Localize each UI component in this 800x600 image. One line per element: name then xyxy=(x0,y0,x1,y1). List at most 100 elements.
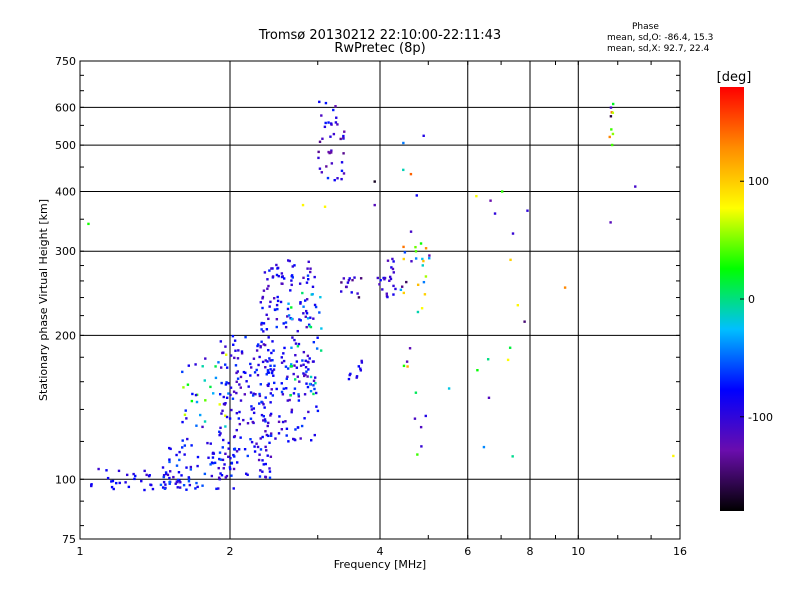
echo-point xyxy=(295,360,299,363)
echo-point xyxy=(271,275,275,278)
echo-point xyxy=(188,483,192,487)
echo-point xyxy=(348,277,351,280)
echo-point xyxy=(250,440,254,444)
echo-point xyxy=(262,343,265,346)
echo-point xyxy=(105,469,108,472)
echo-point xyxy=(263,406,266,409)
echo-point xyxy=(291,276,294,279)
echo-point xyxy=(286,315,289,318)
echo-point xyxy=(219,432,222,435)
echo-point xyxy=(353,276,356,279)
echo-point xyxy=(307,323,311,326)
echo-point xyxy=(316,409,320,413)
echo-point xyxy=(187,476,191,479)
echo-point xyxy=(262,463,265,466)
echo-point xyxy=(143,488,146,492)
echo-point xyxy=(388,279,391,282)
echo-point xyxy=(386,259,390,262)
echo-point xyxy=(293,378,297,381)
echo-point xyxy=(178,479,181,482)
echo-point xyxy=(219,472,222,475)
echo-point xyxy=(342,134,345,138)
echo-point xyxy=(294,428,297,431)
x-tick-label: 10 xyxy=(571,545,585,558)
echo-point xyxy=(307,368,310,371)
echo-point xyxy=(428,257,431,260)
echo-point xyxy=(275,273,279,277)
echo-point xyxy=(233,356,236,360)
echo-point xyxy=(258,402,261,405)
echo-point xyxy=(229,456,232,460)
echo-point xyxy=(402,291,406,295)
echo-point xyxy=(224,414,227,417)
echo-point xyxy=(413,417,417,420)
echo-point xyxy=(272,368,276,371)
echo-point xyxy=(219,366,223,369)
echo-point xyxy=(340,281,343,284)
echo-point xyxy=(269,432,273,435)
echo-point xyxy=(403,251,407,254)
chart-title: Tromsø 20130212 22:10:00-22:11:43 xyxy=(258,28,502,43)
echo-point xyxy=(312,340,316,344)
echo-point xyxy=(252,411,256,415)
echo-point xyxy=(408,347,412,350)
y-axis-label: Stationary phase Virtual Height [km] xyxy=(37,199,50,401)
echo-point xyxy=(280,356,283,359)
echo-point xyxy=(311,285,315,289)
echo-point xyxy=(305,370,308,373)
echo-point xyxy=(323,125,327,129)
echo-point xyxy=(392,260,395,263)
echo-point xyxy=(312,384,315,387)
y-tick-label: 600 xyxy=(55,101,76,114)
echo-point xyxy=(304,315,307,318)
x-tick-label: 1 xyxy=(77,545,84,558)
echo-point xyxy=(297,342,301,346)
echo-point xyxy=(285,427,289,430)
echo-point xyxy=(290,410,293,414)
echo-point xyxy=(336,177,339,180)
echo-point xyxy=(298,380,301,383)
echo-point xyxy=(258,392,261,396)
echo-point xyxy=(233,435,237,438)
echo-point xyxy=(340,169,344,173)
phase-stats-o-mode: mean, sd,O: -86.4, 15.3 xyxy=(607,33,714,43)
echo-point xyxy=(389,277,393,281)
echo-point xyxy=(262,419,265,422)
echo-point xyxy=(262,322,266,325)
echo-point xyxy=(230,474,233,477)
echo-point xyxy=(162,475,165,479)
echo-point xyxy=(264,366,267,369)
y-tick-label: 200 xyxy=(55,329,76,342)
echo-point xyxy=(282,359,286,363)
echo-point xyxy=(224,452,227,456)
echo-point xyxy=(222,395,225,399)
phase-stats-heading: Phase xyxy=(632,22,659,32)
echo-point xyxy=(218,430,221,433)
echo-point xyxy=(493,212,497,215)
echo-point xyxy=(265,433,269,437)
echo-point xyxy=(318,140,322,143)
echo-point xyxy=(289,393,292,397)
echo-point xyxy=(148,474,151,477)
echo-point xyxy=(506,358,510,362)
echo-point xyxy=(231,334,235,338)
echo-point xyxy=(177,471,181,474)
echo-point xyxy=(289,365,292,368)
echo-point xyxy=(218,451,222,454)
echo-point xyxy=(218,477,221,481)
echo-point xyxy=(299,302,302,305)
echo-point xyxy=(256,445,260,449)
echo-point xyxy=(229,354,233,357)
echo-point xyxy=(189,465,193,469)
colorbar-tick-label: -100 xyxy=(748,411,773,424)
echo-point xyxy=(265,328,269,331)
echo-point xyxy=(185,488,188,491)
echo-point xyxy=(293,338,296,342)
echo-point xyxy=(405,360,409,363)
echo-point xyxy=(232,467,236,471)
echo-point xyxy=(482,445,486,449)
echo-point xyxy=(312,317,315,320)
echo-point xyxy=(225,396,229,400)
echo-point xyxy=(302,305,305,308)
echo-point xyxy=(110,485,114,489)
